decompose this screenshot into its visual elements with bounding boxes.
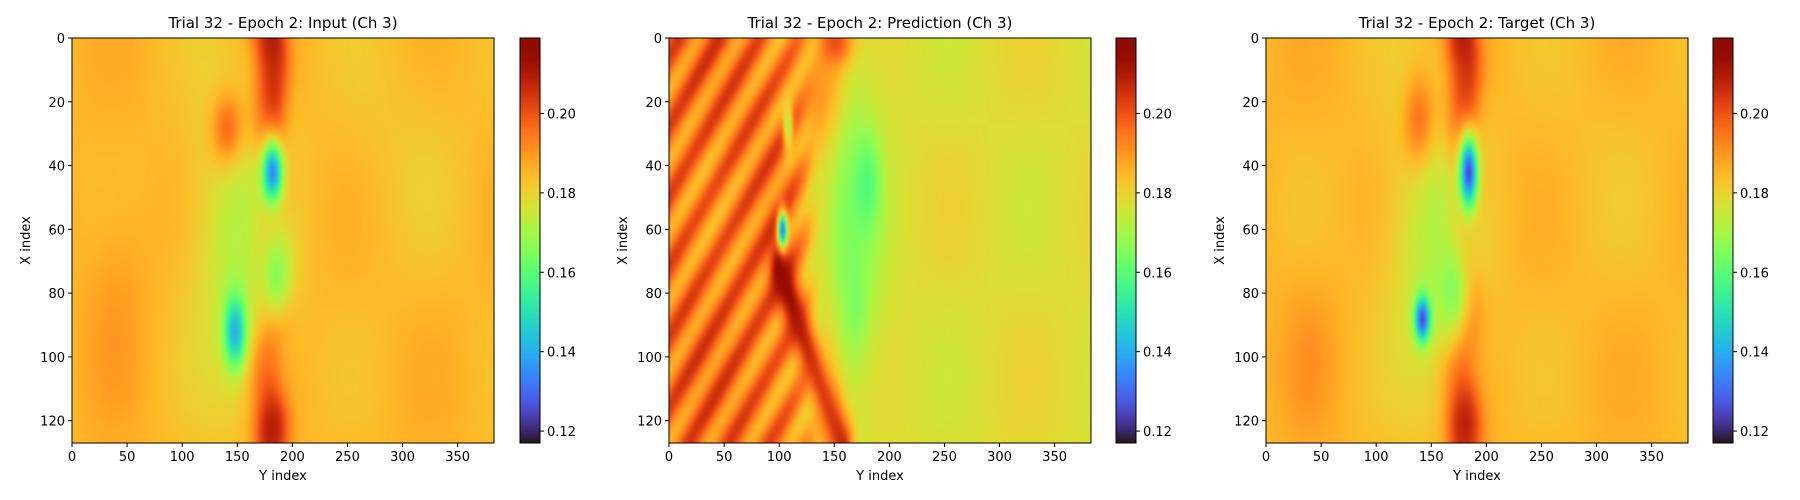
y-tick-label: 0 <box>1251 32 1259 47</box>
x-tick-label: 0 <box>68 450 76 465</box>
heatmap-image <box>72 38 494 443</box>
x-tick-label: 50 <box>716 450 733 465</box>
colorbar-tick-label: 0.12 <box>547 425 576 440</box>
heatmap-panel-1: Trial 32 - Epoch 2: Input (Ch 3) 0 50 100 15… <box>19 14 576 484</box>
colorbar-tick-label: 0.20 <box>1143 107 1172 122</box>
colorbar-tick-label: 0.12 <box>1740 425 1769 440</box>
y-tick-label: 120 <box>1234 415 1259 430</box>
x-tick-label: 100 <box>767 450 792 465</box>
plot-frame <box>71 37 495 444</box>
y-tick-label: 80 <box>645 287 662 302</box>
y-tick-label: 120 <box>637 415 662 430</box>
y-tick-label: 0 <box>57 32 65 47</box>
x-tick-label: 200 <box>280 450 305 465</box>
x-tick-label: 150 <box>1419 450 1444 465</box>
heatmap-panel-2: Trial 32 - Epoch 2: Prediction (Ch 3) 0 50… <box>616 14 1172 484</box>
x-tick-label: 350 <box>1042 450 1067 465</box>
colorbar <box>520 38 540 443</box>
y-tick-label: 40 <box>645 160 662 175</box>
y-tick-label: 20 <box>48 96 65 111</box>
x-tick-label: 0 <box>665 450 673 465</box>
x-tick-label: 100 <box>170 450 195 465</box>
x-tick-label: 300 <box>987 450 1012 465</box>
y-tick-label: 20 <box>1242 96 1259 111</box>
colorbar-tick-label: 0.14 <box>547 346 576 361</box>
chart-title: Trial 32 - Epoch 2: Prediction (Ch 3) <box>747 14 1013 32</box>
chart-title: Trial 32 - Epoch 2: Target (Ch 3) <box>1358 14 1596 32</box>
colorbar-tick-label: 0.16 <box>1143 266 1172 281</box>
y-tick-label: 100 <box>1234 351 1259 366</box>
y-tick-label: 80 <box>48 287 65 302</box>
x-axis-label: Y index <box>855 469 904 484</box>
colorbar <box>1116 38 1136 443</box>
y-tick-label: 80 <box>1242 287 1259 302</box>
y-tick-label: 0 <box>654 32 662 47</box>
x-tick-label: 350 <box>445 450 470 465</box>
colorbar-tick-label: 0.20 <box>547 107 576 122</box>
y-tick-label: 40 <box>1242 160 1259 175</box>
colorbar-tick-label: 0.18 <box>1740 187 1769 202</box>
x-tick-label: 150 <box>225 450 250 465</box>
x-tick-label: 250 <box>1529 450 1554 465</box>
y-tick-label: 60 <box>645 223 662 238</box>
x-tick-label: 0 <box>1262 450 1270 465</box>
y-tick-label: 20 <box>645 96 662 111</box>
y-axis-label: X index <box>616 216 631 265</box>
y-axis-label: X index <box>1213 216 1228 265</box>
y-tick-label: 120 <box>40 415 65 430</box>
x-tick-label: 250 <box>335 450 360 465</box>
x-tick-label: 50 <box>119 450 136 465</box>
y-axis-label: X index <box>19 216 34 265</box>
colorbar-tick-label: 0.20 <box>1740 107 1769 122</box>
y-tick-label: 40 <box>48 160 65 175</box>
x-tick-label: 350 <box>1639 450 1664 465</box>
plot-frame <box>668 37 1092 444</box>
colorbar-frame <box>519 37 541 444</box>
x-tick-label: 250 <box>932 450 957 465</box>
heatmap-image <box>1266 38 1688 443</box>
colorbar-tick-label: 0.14 <box>1740 346 1769 361</box>
y-tick-label: 60 <box>48 223 65 238</box>
heatmap-panel-3: Trial 32 - Epoch 2: Target (Ch 3) 0 50 100 1… <box>1213 14 1769 484</box>
x-tick-label: 200 <box>1474 450 1499 465</box>
chart-title: Trial 32 - Epoch 2: Input (Ch 3) <box>167 14 397 32</box>
x-tick-label: 300 <box>390 450 415 465</box>
colorbar-tick-label: 0.18 <box>1143 187 1172 202</box>
x-tick-label: 300 <box>1584 450 1609 465</box>
colorbar-tick-label: 0.12 <box>1143 425 1172 440</box>
colorbar-tick-label: 0.18 <box>547 187 576 202</box>
x-tick-label: 100 <box>1364 450 1389 465</box>
x-tick-label: 150 <box>822 450 847 465</box>
x-tick-label: 50 <box>1313 450 1330 465</box>
x-axis-label: Y index <box>258 469 307 484</box>
x-axis-label: Y index <box>1452 469 1501 484</box>
plot-frame <box>1265 37 1689 444</box>
y-tick-label: 100 <box>637 351 662 366</box>
colorbar-frame <box>1115 37 1137 444</box>
colorbar <box>1713 38 1733 443</box>
y-tick-label: 100 <box>40 351 65 366</box>
colorbar-frame <box>1712 37 1734 444</box>
y-tick-label: 60 <box>1242 223 1259 238</box>
colorbar-tick-label: 0.16 <box>547 266 576 281</box>
heatmap-image <box>669 38 1091 443</box>
x-tick-label: 200 <box>877 450 902 465</box>
colorbar-tick-label: 0.16 <box>1740 266 1769 281</box>
colorbar-tick-label: 0.14 <box>1143 346 1172 361</box>
